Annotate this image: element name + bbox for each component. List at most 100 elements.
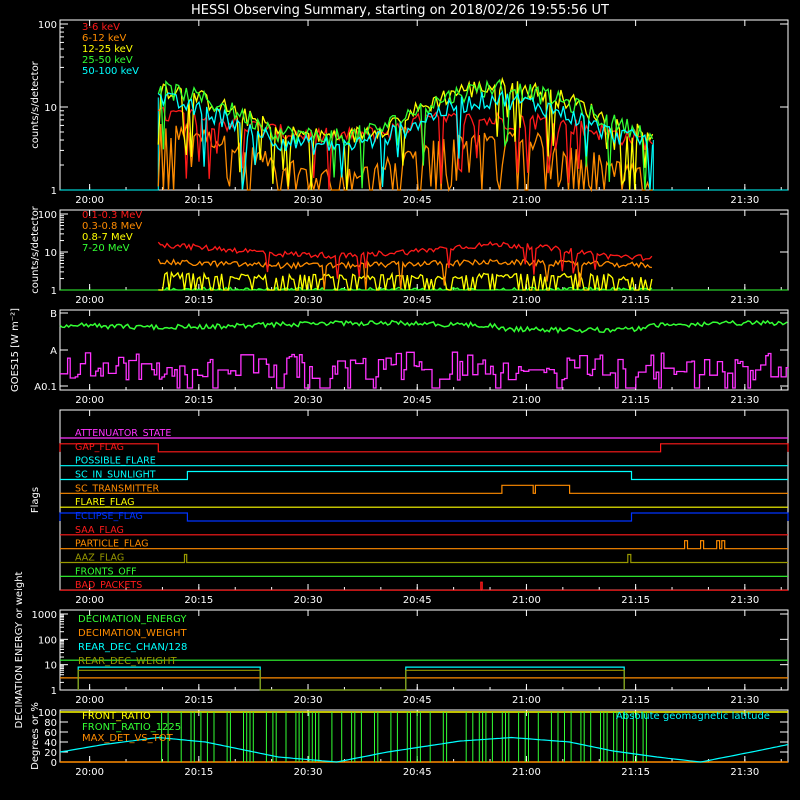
panel-frame xyxy=(59,309,789,391)
flag-label: GAP_FLAG xyxy=(75,442,124,453)
y-axis-label: counts/s/detector xyxy=(30,60,41,148)
y-tick-label: 40 xyxy=(44,738,57,749)
x-tick-label: 21:15 xyxy=(621,767,650,778)
y-axis-label: DECIMATION ENERGY or weight xyxy=(14,571,25,728)
flag-label: SAA_FLAG xyxy=(75,525,124,536)
y-axis-label: Flags xyxy=(30,487,41,513)
flag-trace xyxy=(59,512,789,522)
y-tick-label: 1 xyxy=(51,186,57,197)
x-tick-label: 21:30 xyxy=(730,595,759,606)
flag-label: ATTENUATOR_STATE xyxy=(75,428,171,439)
panel-frame xyxy=(59,19,789,191)
legend-entry: 3-6 keV xyxy=(82,22,120,33)
y-tick-label: A0.1 xyxy=(34,382,57,393)
series-trace-3 xyxy=(157,78,654,191)
x-tick-label: 20:45 xyxy=(403,195,432,206)
series-trace-4 xyxy=(157,90,654,191)
chart-title: HESSI Observing Summary, starting on 201… xyxy=(191,3,609,18)
legend-entry: REAR_DEC_CHAN/128 xyxy=(78,642,187,653)
front-ratio-1225-trace xyxy=(161,712,647,762)
goes-long-trace xyxy=(59,319,788,334)
y-tick-label: 80 xyxy=(44,718,57,729)
series-trace-1 xyxy=(157,258,652,291)
legend-entry: MAX_DET_VS_TOT xyxy=(82,733,174,744)
flag-label: SC_IN_SUNLIGHT xyxy=(75,470,156,481)
panel-1: 20:00 20:15 20:30 20:45 21:00 21:15 21:30 count… xyxy=(30,19,789,206)
x-tick-label: 20:30 xyxy=(294,395,323,406)
flag-label: POSSIBLE_FLARE xyxy=(75,456,156,467)
y-tick-label: 1 xyxy=(51,686,57,697)
x-tick-label: 20:45 xyxy=(403,295,432,306)
flag-label: AAZ_FLAG xyxy=(75,553,124,564)
decimation-trace-3 xyxy=(77,669,625,691)
x-tick-label: 20:30 xyxy=(294,595,323,606)
x-tick-label: 21:00 xyxy=(512,695,541,706)
x-tick-label: 20:45 xyxy=(403,695,432,706)
x-tick-label: 20:45 xyxy=(403,595,432,606)
x-tick-label: 21:00 xyxy=(512,295,541,306)
x-tick-label: 21:15 xyxy=(621,695,650,706)
flag-trace xyxy=(60,484,788,494)
flag-trace xyxy=(60,553,788,564)
latitude-trace xyxy=(59,736,789,763)
y-tick-label: 0 xyxy=(51,758,57,769)
legend-entry: FRONT_RATIO_1225 xyxy=(82,722,181,733)
legend-entry: 25-50 keV xyxy=(82,55,133,66)
y-tick-label: 1000 xyxy=(32,610,57,621)
y-tick-label: 10 xyxy=(44,248,57,259)
y-axis-label: Degrees or % xyxy=(30,702,41,770)
legend-entry: Absolute geomagnetic latitude xyxy=(616,711,770,722)
legend-entry: DECIMATION_ENERGY xyxy=(78,614,187,625)
y-axis-label: counts/s/detector xyxy=(30,205,41,293)
flag-trace xyxy=(60,540,788,550)
series-trace-0 xyxy=(157,241,653,279)
panel-3: 20:00 20:15 20:30 20:45 21:00 21:15 21:30 GOES1… xyxy=(10,308,789,406)
panels-group: 20:00 20:15 20:30 20:45 21:00 21:15 21:30 count… xyxy=(10,19,789,778)
baseline-trace xyxy=(60,97,788,191)
y-tick-label: 20 xyxy=(44,748,57,759)
x-tick-label: 21:30 xyxy=(730,395,759,406)
flag-label: FLARE_FLAG xyxy=(75,497,135,508)
x-tick-label: 20:00 xyxy=(75,767,104,778)
x-tick-label: 21:00 xyxy=(512,767,541,778)
flag-label: SC_TRANSMITTER xyxy=(75,483,160,494)
panel-2: 20:00 20:15 20:30 20:45 21:00 21:15 21:30 count… xyxy=(30,205,789,306)
panel-frame xyxy=(59,609,789,691)
series-trace-2 xyxy=(158,270,653,292)
legend-entry: 12-25 keV xyxy=(82,44,133,55)
flag-label: ECLIPSE_FLAG xyxy=(75,511,143,522)
y-tick-label: 60 xyxy=(44,728,57,739)
x-tick-label: 21:15 xyxy=(621,295,650,306)
x-tick-label: 20:15 xyxy=(184,595,213,606)
x-tick-label: 20:00 xyxy=(75,395,104,406)
legend-entry: 0.8-7 MeV xyxy=(82,232,133,243)
legend-entry: FRONT_RATIO xyxy=(82,711,151,722)
legend-entry: DECIMATION_WEIGHT xyxy=(78,628,187,639)
y-tick-label: 10 xyxy=(44,103,57,114)
x-tick-label: 21:00 xyxy=(512,395,541,406)
x-tick-label: 20:30 xyxy=(294,767,323,778)
flag-trace xyxy=(60,470,788,481)
x-tick-label: 20:00 xyxy=(75,295,104,306)
x-tick-label: 20:30 xyxy=(294,195,323,206)
y-axis-label: GOES15 [W m⁻²] xyxy=(10,308,21,392)
y-tick-label: A xyxy=(50,346,57,357)
x-tick-label: 21:30 xyxy=(730,767,759,778)
y-tick-label: 100 xyxy=(38,210,57,221)
flag-trace xyxy=(60,581,788,591)
x-tick-label: 20:30 xyxy=(294,295,323,306)
x-tick-label: 20:00 xyxy=(75,195,104,206)
flag-label: PARTICLE_FLAG xyxy=(75,539,148,550)
y-tick-label: 100 xyxy=(38,20,57,31)
legend-entry: 50-100 keV xyxy=(82,66,139,77)
series-trace-2 xyxy=(157,76,654,191)
x-tick-label: 20:45 xyxy=(403,767,432,778)
x-tick-label: 21:30 xyxy=(730,295,759,306)
x-tick-label: 20:00 xyxy=(75,595,104,606)
legend-entry: 0.3-0.8 MeV xyxy=(82,221,142,232)
goes-short-trace xyxy=(60,351,789,389)
panel-6: 20:00 20:15 20:30 20:45 21:00 21:15 21:30 Degre… xyxy=(30,702,789,778)
panel-5: 20:00 20:15 20:30 20:45 21:00 21:15 21:30 DECIM… xyxy=(14,571,789,728)
legend-entry: 0.1-0.3 MeV xyxy=(82,210,142,221)
